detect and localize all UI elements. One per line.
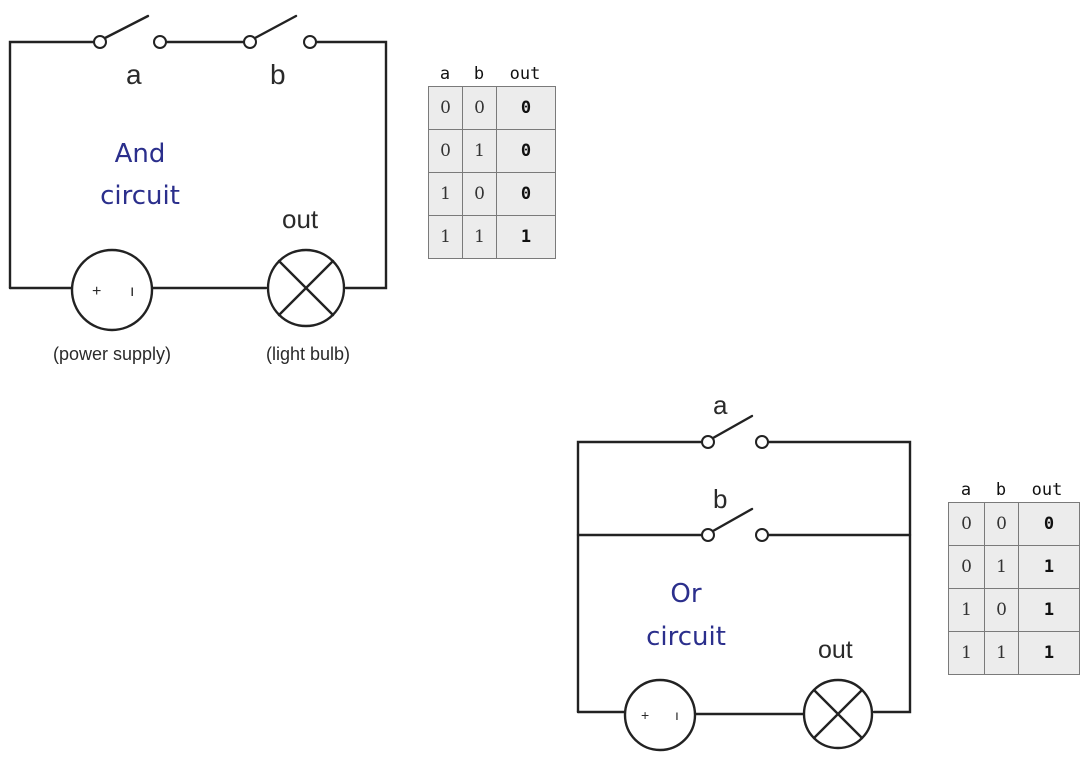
and-switch-b — [243, 14, 317, 49]
table-cell: 0 — [948, 502, 985, 546]
and-light-bulb — [266, 248, 346, 328]
table-cell: 0 — [428, 129, 463, 173]
and-top-wire-right — [314, 40, 388, 290]
and-circuit: + ı a b And circuit out (power supply) (… — [8, 14, 388, 364]
or-top-branch-left — [576, 440, 704, 714]
table-cell-out: 0 — [496, 86, 556, 130]
or-switch-a-label: a — [713, 390, 728, 420]
or-power-supply: + ı — [623, 678, 697, 752]
power-supply-caption: (power supply) — [53, 344, 171, 364]
table-row: 0 1 0 — [428, 129, 556, 173]
or-title-line2: circuit — [646, 622, 726, 652]
table-cell-out: 0 — [496, 129, 556, 173]
and-supply-minus: ı — [130, 283, 134, 300]
table-cell-out: 0 — [1018, 502, 1080, 546]
and-supply-plus: + — [92, 283, 101, 300]
or-supply-minus: ı — [675, 707, 679, 723]
or-out-label: out — [818, 636, 853, 664]
and-table-header: a b out — [428, 64, 556, 86]
table-row: 0 0 0 — [428, 86, 556, 130]
table-cell-out: 1 — [496, 215, 556, 259]
table-cell-out: 1 — [1018, 631, 1080, 675]
or-light-bulb — [802, 678, 874, 750]
and-top-wire-left — [8, 40, 96, 290]
table-cell-out: 0 — [496, 172, 556, 216]
table-cell: 1 — [462, 129, 497, 173]
table-cell: 0 — [462, 172, 497, 216]
or-truth-table: a b out 0 0 0 0 1 1 1 0 1 1 1 1 — [948, 480, 1080, 675]
table-cell: 1 — [428, 172, 463, 216]
and-truth-table: a b out 0 0 0 0 1 0 1 0 0 1 1 1 — [428, 64, 556, 259]
or-top-branch-right — [766, 440, 912, 714]
and-header-a: a — [439, 64, 451, 84]
or-supply-plus: + — [641, 707, 649, 723]
table-cell: 0 — [984, 588, 1019, 632]
table-cell-out: 1 — [1018, 588, 1080, 632]
or-header-a: a — [960, 480, 972, 500]
table-cell: 0 — [948, 545, 985, 589]
or-switch-b-label: b — [713, 484, 727, 514]
and-table-body: 0 0 0 0 1 0 1 0 0 1 1 1 — [428, 86, 556, 259]
light-bulb-caption: (light bulb) — [266, 344, 350, 364]
and-switch-a — [93, 14, 167, 49]
or-table-body: 0 0 0 0 1 1 1 0 1 1 1 1 — [948, 502, 1080, 675]
table-row: 1 1 1 — [428, 215, 556, 259]
or-switch-b — [701, 507, 769, 542]
table-cell: 1 — [462, 215, 497, 259]
table-row: 0 0 0 — [948, 502, 1080, 546]
table-row: 1 0 1 — [948, 588, 1080, 632]
and-switch-a-label: a — [126, 59, 142, 90]
table-row: 1 1 1 — [948, 631, 1080, 675]
table-cell-out: 1 — [1018, 545, 1080, 589]
table-cell: 0 — [984, 502, 1019, 546]
or-switch-a — [701, 414, 769, 449]
and-power-supply: + ı — [70, 248, 154, 332]
and-switch-b-label: b — [270, 59, 286, 90]
table-cell: 0 — [428, 86, 463, 130]
table-cell: 1 — [984, 631, 1019, 675]
table-row: 1 0 0 — [428, 172, 556, 216]
or-table-header: a b out — [948, 480, 1080, 502]
or-header-out: out — [1031, 480, 1063, 500]
and-header-out: out — [509, 64, 541, 84]
and-header-b: b — [473, 64, 485, 84]
table-cell: 1 — [984, 545, 1019, 589]
table-row: 0 1 1 — [948, 545, 1080, 589]
and-title-line2: circuit — [100, 181, 180, 211]
and-title-line1: And — [115, 139, 166, 169]
or-header-b: b — [995, 480, 1007, 500]
or-title-line1: Or — [670, 579, 701, 609]
or-circuit: + ı a b Or circuit out — [576, 390, 912, 752]
table-cell: 1 — [948, 588, 985, 632]
and-out-label: out — [282, 204, 319, 234]
table-cell: 0 — [462, 86, 497, 130]
table-cell: 1 — [948, 631, 985, 675]
table-cell: 1 — [428, 215, 463, 259]
